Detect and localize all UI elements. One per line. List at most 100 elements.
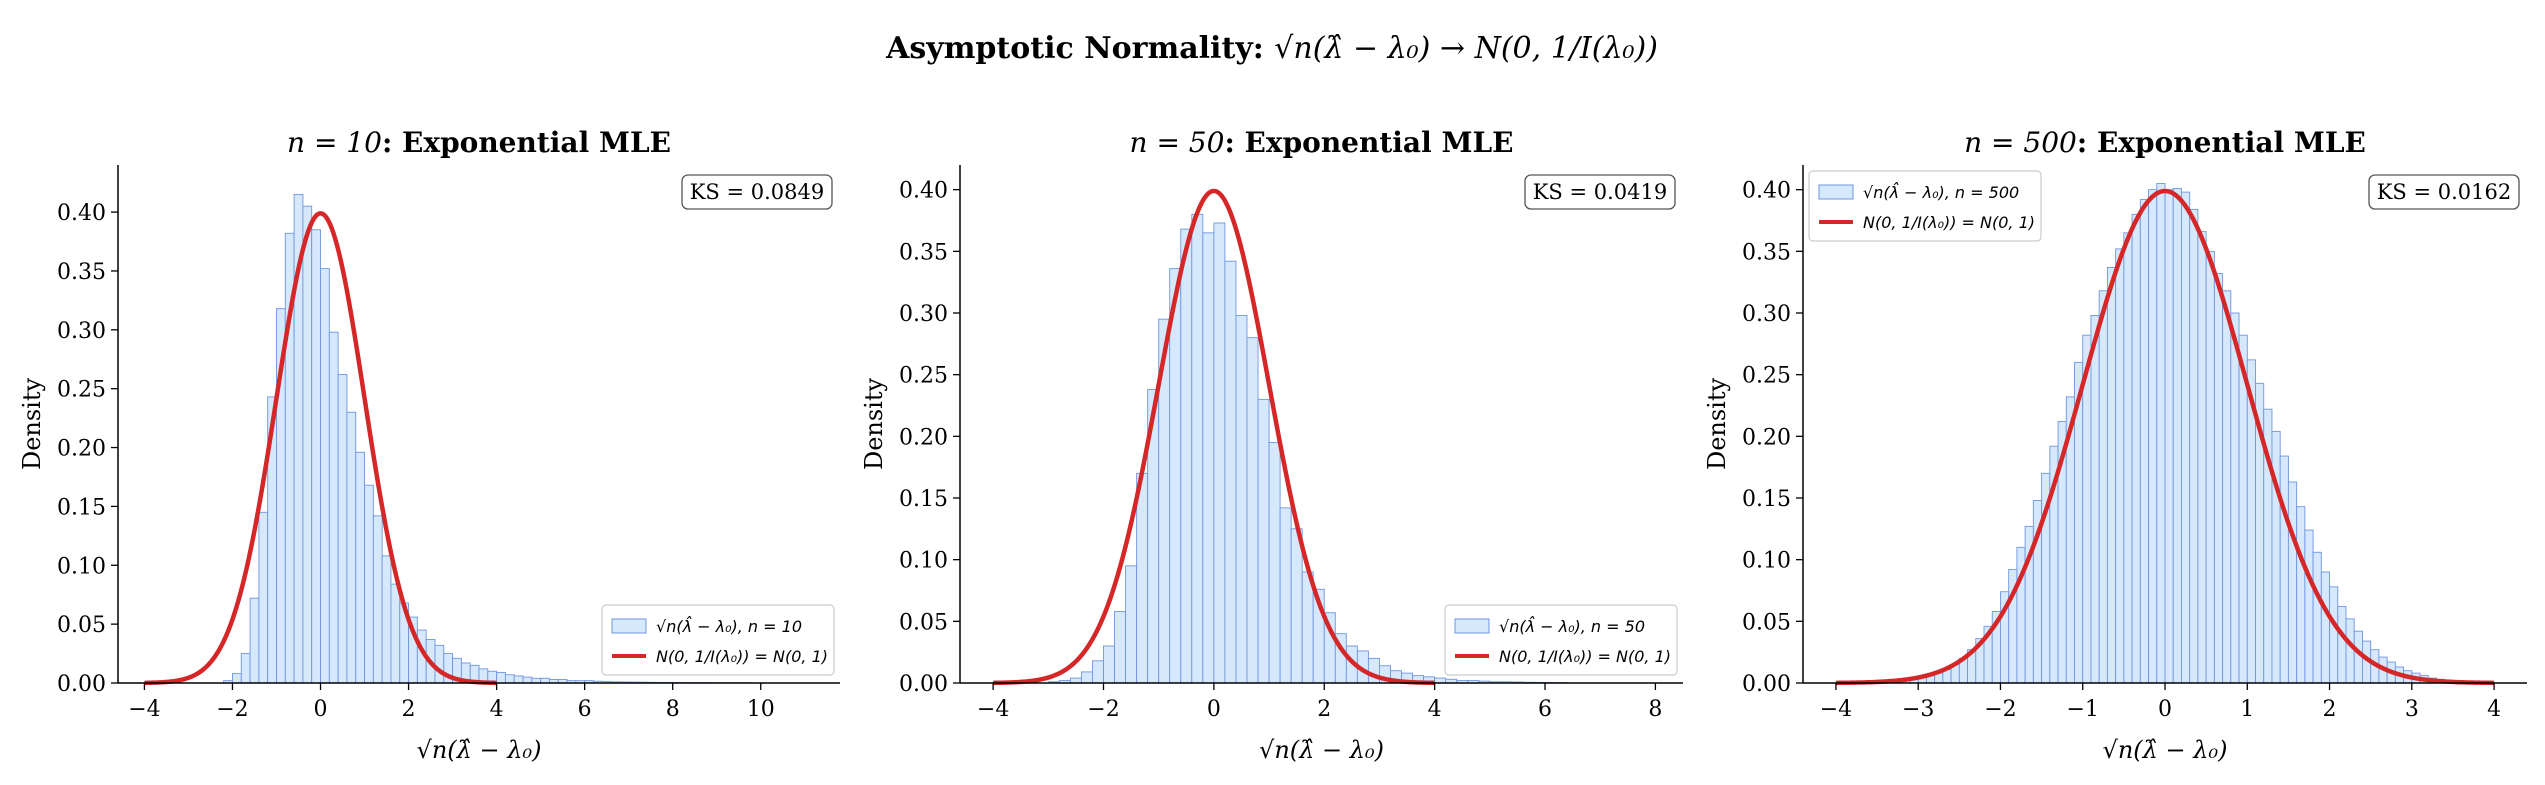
x-tick-label: −3 bbox=[1902, 697, 1934, 722]
ks-statistic: KS = 0.0419 bbox=[1533, 180, 1668, 204]
y-tick-label: 0.00 bbox=[1742, 672, 1791, 697]
histogram-bar bbox=[513, 675, 524, 684]
histogram-bar bbox=[2337, 606, 2347, 684]
legend: √n(λ̂ − λ₀), n = 50 N(0, 1/I(λ₀)) = N(0, … bbox=[1444, 604, 1678, 676]
histogram-bar bbox=[311, 229, 321, 684]
ks-statistic-box bbox=[681, 174, 833, 210]
histogram bbox=[1876, 183, 2470, 684]
y-axis-label: Density bbox=[18, 378, 46, 471]
x-tick-label: 2 bbox=[2323, 697, 2337, 722]
y-tick-label: 0.35 bbox=[57, 260, 106, 285]
normal-density-curve bbox=[143, 211, 498, 686]
histogram-bar bbox=[302, 205, 313, 684]
x-tick-label: 4 bbox=[490, 697, 504, 722]
x-tick-label: −2 bbox=[1984, 697, 2016, 722]
x-tick-label: 3 bbox=[2405, 697, 2419, 722]
x-tick-label: −4 bbox=[128, 697, 160, 722]
histogram-bar bbox=[2287, 481, 2298, 684]
y-tick-label: 0.40 bbox=[57, 201, 106, 226]
y-tick-label: 0.10 bbox=[1742, 549, 1791, 574]
x-tick-label: 4 bbox=[2487, 697, 2501, 722]
y-tick-label: 0.25 bbox=[899, 364, 948, 389]
y-axis-label: Density bbox=[860, 378, 888, 471]
ks-statistic: KS = 0.0162 bbox=[2377, 180, 2512, 204]
histogram-bar bbox=[2296, 506, 2306, 684]
x-tick-label: 8 bbox=[1648, 697, 1662, 722]
y-tick-label: 0.05 bbox=[1742, 610, 1791, 635]
y-tick-label: 0.10 bbox=[57, 554, 106, 579]
histogram-bar bbox=[1103, 645, 1115, 684]
x-tick-label: 1 bbox=[2240, 697, 2254, 722]
figure-title-bold: Asymptotic Normality: bbox=[885, 31, 1274, 66]
y-tick-label: 0.40 bbox=[1742, 179, 1791, 204]
histogram-bar bbox=[1257, 398, 1270, 684]
histogram-bar bbox=[1268, 442, 1281, 684]
histogram-bar bbox=[1191, 213, 1204, 684]
histogram-bar bbox=[1125, 565, 1138, 684]
histogram-bar bbox=[1235, 315, 1248, 684]
panel-title: n = 10: Exponential MLE bbox=[287, 126, 671, 159]
histogram-bar bbox=[372, 515, 383, 684]
histogram-bar bbox=[2222, 290, 2232, 684]
y-tick-label: 0.00 bbox=[57, 672, 106, 697]
panel-title-text: : Exponential MLE bbox=[382, 126, 671, 159]
normal-density-curve bbox=[991, 188, 1436, 686]
x-tick-label: 0 bbox=[314, 697, 328, 722]
histogram-bar bbox=[346, 411, 357, 684]
histogram-bar bbox=[2098, 290, 2108, 684]
histogram-bar bbox=[504, 674, 515, 684]
figure-title: Asymptotic Normality: √n(λ̂ − λ₀) → N(0,… bbox=[885, 31, 1658, 66]
histogram-bar bbox=[232, 673, 242, 684]
panel-title-math: n = 10 bbox=[287, 126, 382, 159]
y-tick-label: 0.30 bbox=[57, 319, 106, 344]
legend-curve-label: N(0, 1/I(λ₀)) = N(0, 1) bbox=[1863, 213, 2035, 232]
normal-density-curve bbox=[1835, 188, 2495, 686]
histogram-bar bbox=[2123, 232, 2133, 684]
x-tick-label: 0 bbox=[1207, 697, 1221, 722]
x-tick-label: −2 bbox=[1087, 697, 1119, 722]
x-tick-label: 8 bbox=[666, 697, 680, 722]
histogram-bar bbox=[320, 268, 330, 684]
histogram-bar bbox=[2164, 189, 2174, 684]
histogram-bar bbox=[2148, 189, 2158, 684]
x-axis-label: √n(λ̂ − λ₀) bbox=[417, 736, 542, 764]
histogram-bar bbox=[496, 671, 506, 684]
y-tick-label: 0.10 bbox=[899, 549, 948, 574]
y-tick-label: 0.25 bbox=[57, 378, 106, 403]
histogram-bar bbox=[1279, 507, 1292, 684]
legend-curve-label: N(0, 1/I(λ₀)) = N(0, 1) bbox=[656, 647, 828, 666]
y-tick-label: 0.00 bbox=[899, 672, 948, 697]
legend-curve-label: N(0, 1/I(λ₀)) = N(0, 1) bbox=[1499, 647, 1671, 666]
histogram-bar bbox=[1114, 611, 1127, 684]
histogram-bar bbox=[2172, 187, 2182, 684]
x-tick-label: 4 bbox=[1428, 697, 1442, 722]
y-tick-label: 0.35 bbox=[1742, 240, 1791, 265]
x-tick-label: −4 bbox=[977, 697, 1009, 722]
y-tick-label: 0.20 bbox=[57, 437, 106, 462]
histogram-bar bbox=[249, 597, 260, 684]
histogram-bar bbox=[2320, 571, 2330, 684]
x-tick-label: −1 bbox=[2067, 697, 2099, 722]
histogram-bar bbox=[1136, 472, 1149, 684]
histogram-bar bbox=[2106, 266, 2117, 684]
legend-frame bbox=[601, 604, 835, 676]
histogram-bar bbox=[2197, 231, 2207, 684]
legend-hist-label: √n(λ̂ − λ₀), n = 50 bbox=[1499, 616, 1645, 636]
histogram-bar bbox=[2189, 208, 2199, 684]
histogram-bar bbox=[434, 644, 445, 684]
histogram-bar bbox=[240, 653, 251, 684]
histogram-bar bbox=[2156, 183, 2166, 684]
histogram-bar bbox=[1202, 232, 1215, 684]
y-tick-label: 0.05 bbox=[57, 613, 106, 638]
histogram-bar bbox=[1080, 671, 1093, 684]
histogram-bar bbox=[2131, 213, 2141, 684]
legend-hist-label: √n(λ̂ − λ₀), n = 500 bbox=[1863, 182, 2019, 202]
histogram-bar bbox=[2329, 586, 2339, 684]
histogram-bar bbox=[1169, 268, 1182, 684]
histogram-bar bbox=[2205, 250, 2215, 684]
histogram-bar bbox=[1224, 260, 1237, 684]
ks-statistic-box bbox=[2368, 174, 2520, 210]
histogram-bar bbox=[2345, 618, 2355, 684]
x-tick-label: 10 bbox=[747, 697, 775, 722]
legend-frame bbox=[1444, 604, 1678, 676]
